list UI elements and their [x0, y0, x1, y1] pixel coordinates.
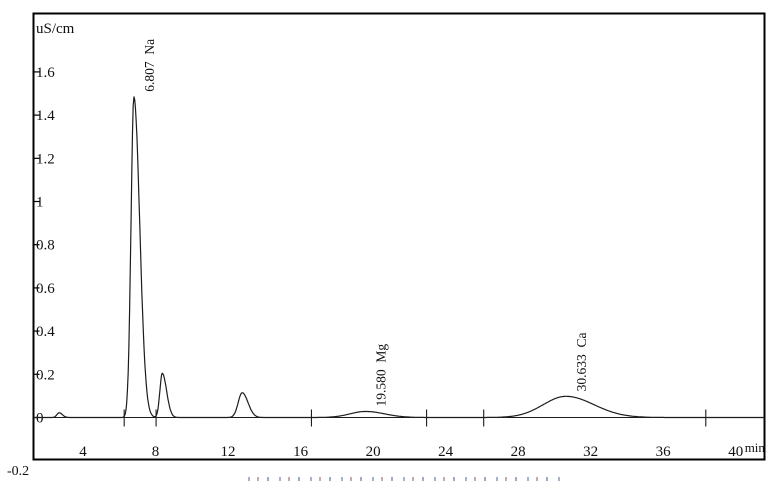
plot-frame — [32, 12, 766, 461]
y-tick-label: 0.2 — [36, 367, 55, 383]
peak-label-na: 6.807 Na — [142, 39, 157, 92]
x-tick-label: 8 — [152, 444, 160, 460]
y-tick-label: 0 — [36, 411, 44, 427]
x-tick-label: 36 — [656, 444, 672, 460]
y-tick-label: 0.4 — [36, 324, 55, 340]
y-tick-label-negative: -0.2 — [7, 464, 29, 479]
peak-label-ca: 30.633 Ca — [574, 332, 589, 391]
clipped-caption-remnant — [248, 477, 566, 481]
peak-label-mg: 19.580 Mg — [373, 344, 388, 407]
signal-trace — [33, 96, 765, 419]
x-tick-label: 24 — [438, 444, 454, 460]
x-tick-label: 4 — [79, 444, 87, 460]
y-tick-label: 1 — [36, 195, 44, 211]
y-tick-label: 1.2 — [36, 151, 55, 167]
x-tick-label: 20 — [366, 444, 381, 460]
y-tick-label: 1.4 — [36, 108, 55, 124]
y-tick-label: 1.6 — [36, 65, 55, 81]
x-tick-label: 28 — [511, 444, 526, 460]
x-axis-unit-label: min — [745, 440, 766, 455]
x-tick-label: 40 — [728, 444, 743, 460]
x-tick-label: 32 — [583, 444, 598, 460]
x-tick-label: 16 — [293, 444, 309, 460]
y-tick-label: 0.6 — [36, 281, 55, 297]
y-axis-unit-label: uS/cm — [36, 21, 75, 37]
y-tick-label: 0.8 — [36, 238, 55, 254]
x-tick-label: 12 — [221, 444, 236, 460]
